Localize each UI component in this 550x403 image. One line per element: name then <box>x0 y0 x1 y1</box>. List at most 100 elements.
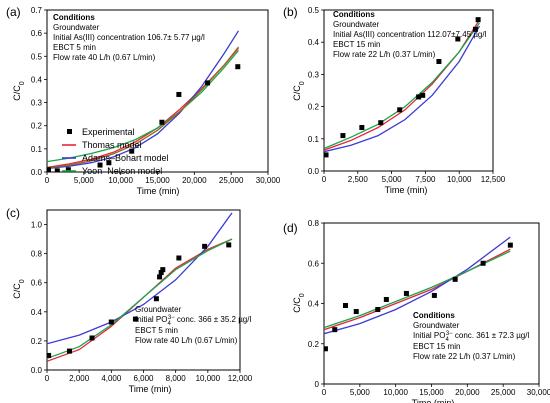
data-point <box>158 270 164 276</box>
conditions-po4: Initial PO43− conc. 366 ± 35.2 µg/l <box>135 315 251 327</box>
y-axis-label: C/C0 <box>292 293 306 313</box>
y-tick-label: 0 <box>315 380 320 389</box>
y-tick-label: 0.4 <box>308 38 320 47</box>
data-point <box>157 274 163 280</box>
panel-label: (b) <box>283 5 298 19</box>
data-point <box>324 346 328 352</box>
x-tick-label: 10,000 <box>447 175 472 184</box>
x-tick-label: 10,000 <box>383 388 408 397</box>
x-tick-label: 5,000 <box>350 388 371 397</box>
conditions-line: Groundwater <box>333 20 380 29</box>
x-tick-label: 0 <box>322 175 327 184</box>
data-point <box>176 255 182 261</box>
legend-label: Adams–Bohart model <box>82 153 169 163</box>
legend-label: Experimental <box>82 127 135 137</box>
series-group <box>47 212 233 362</box>
y-axis-label: C/C0 <box>292 81 306 101</box>
data-point <box>235 64 241 70</box>
y-tick-label: 0.2 <box>31 122 43 131</box>
po4-sub: 4 <box>167 321 171 327</box>
data-point <box>452 276 458 282</box>
data-point <box>353 309 359 315</box>
x-tick-label: 0 <box>45 374 50 383</box>
x-tick-label: 0 <box>45 176 50 185</box>
panel-label: (c) <box>6 206 20 220</box>
x-tick-label: 30,000 <box>256 176 281 185</box>
series-line <box>47 30 240 170</box>
y-tick-label: 0.7 <box>31 6 43 15</box>
y-tick-label: 0.2 <box>31 337 43 346</box>
y-tick-label: 0.2 <box>308 340 320 349</box>
data-point <box>378 120 384 126</box>
y-tick-label: 0.5 <box>308 6 320 15</box>
y-axis-label-main: C/C <box>12 283 22 299</box>
data-point <box>472 26 478 32</box>
x-tick-label: 10,000 <box>196 374 221 383</box>
x-tick-label: 5,000 <box>74 176 95 185</box>
data-point <box>159 119 165 125</box>
y-tick-label: 0.0 <box>308 167 320 176</box>
y-axis-label: C/C0 <box>12 81 26 101</box>
y-axis-label-main: C/C <box>292 85 302 101</box>
y-tick-label: 0.5 <box>31 52 43 61</box>
data-point <box>332 327 338 333</box>
chart-panel-d: (d) 0 5,000 10,000 15,000 20,000 25,000 30,000 0… <box>283 219 550 403</box>
y-tick-label: 0.6 <box>31 279 43 288</box>
panel-label: (a) <box>6 5 21 19</box>
y-tick-label: 1.0 <box>31 221 43 230</box>
po4-sup: 3− <box>446 331 453 337</box>
conditions-line: Flow rate 40 L/h (0.67 L/min) <box>135 336 238 345</box>
series-line <box>324 250 511 329</box>
data-point <box>67 348 73 354</box>
x-tick-label: 8,000 <box>166 374 187 383</box>
data-point <box>416 94 422 100</box>
conditions-line: Initial As(III) concentration 106.7± 5.7… <box>53 33 205 42</box>
y-tick-label: 0.0 <box>31 366 43 375</box>
y-tick-label: 0.8 <box>308 219 320 228</box>
conditions-line: Flow rate 40 L/h (0.67 L/min) <box>53 53 156 62</box>
data-point <box>436 59 442 65</box>
data-point <box>89 335 95 341</box>
chart-panel-c: (c)0 2,000 4,000 6,000 8,000 10,000 12,0000.00… <box>6 206 253 394</box>
x-axis-label: Time (min) <box>129 384 172 394</box>
y-tick-label: 0.8 <box>31 250 43 259</box>
data-point <box>160 267 166 273</box>
x-tick-label: 10,000 <box>108 176 133 185</box>
data-point <box>132 316 138 322</box>
x-tick-label: 25,000 <box>219 176 244 185</box>
conditions-line: EBCT 15 min <box>333 40 380 49</box>
data-point <box>431 292 437 298</box>
x-tick-label: 20,000 <box>182 176 207 185</box>
po4-sup: 3− <box>168 315 175 321</box>
y-tick-label: 0.2 <box>308 103 320 112</box>
panel-label: (d) <box>283 221 298 235</box>
conditions-heading: Conditions <box>333 10 375 19</box>
po4-sub: 4 <box>445 337 449 343</box>
conditions-heading: Conditions <box>53 13 95 22</box>
data-point <box>359 125 365 131</box>
data-point <box>47 352 52 358</box>
po4-prefix: Initial PO <box>135 315 167 324</box>
y-tick-label: 0.3 <box>308 70 320 79</box>
legend-label: Thomas model <box>82 140 142 150</box>
y-axis-label-sub: 0 <box>299 81 306 85</box>
x-tick-label: 0 <box>322 388 327 397</box>
series-line <box>47 47 239 169</box>
y-tick-label: 0.3 <box>31 99 43 108</box>
data-point <box>202 243 208 249</box>
y-axis-label-sub: 0 <box>19 81 26 85</box>
data-point <box>343 303 348 309</box>
series-line <box>47 50 239 163</box>
y-axis-label: C/C0 <box>12 279 26 299</box>
series-line <box>47 238 233 360</box>
conditions-line: Initial As(III) concentration 112.07±7.4… <box>333 30 487 39</box>
conditions-line: EBCT 5 min <box>53 43 96 52</box>
series-line <box>324 25 481 153</box>
series-line <box>47 212 233 345</box>
conditions-line: Groundwater <box>53 23 100 32</box>
series-group <box>47 30 241 172</box>
conditions-line: EBCT 15 min <box>413 342 460 351</box>
conditions-po4: Initial PO43− conc. 361 ± 72.3 µg/l <box>413 331 529 343</box>
data-point <box>176 91 182 97</box>
